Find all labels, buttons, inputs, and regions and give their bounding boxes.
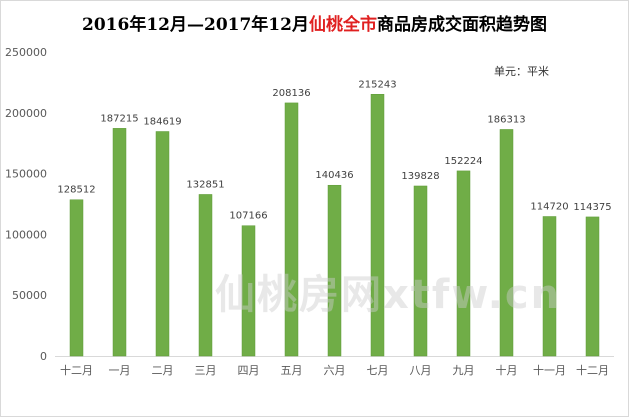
y-tick-label: 50000 — [12, 289, 47, 302]
bar — [155, 131, 170, 357]
bar — [413, 185, 428, 357]
data-label: 208136 — [272, 88, 310, 99]
data-label: 132851 — [186, 179, 224, 190]
data-label: 184619 — [143, 117, 181, 128]
chart-title-highlight: 仙桃全市 — [308, 15, 377, 35]
bar — [370, 94, 385, 357]
y-tick-label: 250000 — [5, 46, 47, 59]
bar — [69, 199, 84, 357]
y-tick-label: 150000 — [5, 168, 47, 181]
unit-label: 单元：平米 — [494, 65, 549, 78]
bar — [456, 170, 471, 357]
data-label: 152224 — [444, 156, 482, 167]
data-label: 139828 — [401, 171, 439, 182]
x-tick-label: 六月 — [324, 364, 346, 377]
x-tick-label: 八月 — [410, 364, 432, 377]
bar — [241, 225, 256, 357]
data-label: 107166 — [229, 211, 267, 222]
bar — [198, 194, 213, 357]
x-tick-label: 四月 — [238, 364, 260, 377]
x-tick-label: 十一月 — [533, 363, 566, 377]
x-tick-label: 十二月 — [60, 363, 93, 377]
chart-title: 2016年12月—2017年12月仙桃全市商品房成交面积趋势图 — [0, 10, 629, 35]
x-tick-label: 十月 — [496, 363, 518, 377]
x-tick-label: 五月 — [281, 364, 303, 377]
chart-title-prefix: 2016年12月—2017年12月 — [82, 15, 309, 35]
data-label: 114375 — [573, 202, 611, 213]
y-tick-label: 0 — [40, 350, 47, 363]
data-label: 114720 — [530, 202, 568, 213]
bar — [112, 128, 127, 357]
bar — [284, 102, 299, 357]
x-tick-label: 三月 — [195, 364, 217, 377]
data-label: 215243 — [358, 79, 396, 90]
x-tick-label: 二月 — [152, 364, 174, 377]
data-label: 128512 — [57, 185, 95, 196]
x-tick-label: 九月 — [453, 364, 475, 377]
data-label: 186313 — [487, 114, 525, 125]
bar — [542, 216, 557, 357]
y-tick-label: 200000 — [5, 107, 47, 120]
data-label: 187215 — [100, 113, 138, 124]
bar — [585, 216, 600, 357]
data-label: 140436 — [315, 170, 353, 181]
x-tick-label: 十二月 — [576, 363, 609, 377]
bar — [499, 129, 514, 357]
x-tick-label: 一月 — [109, 364, 131, 377]
x-tick-label: 七月 — [367, 364, 389, 377]
chart-title-suffix: 商品房成交面积趋势图 — [376, 15, 547, 35]
y-tick-label: 100000 — [5, 228, 47, 241]
bar — [327, 184, 342, 357]
